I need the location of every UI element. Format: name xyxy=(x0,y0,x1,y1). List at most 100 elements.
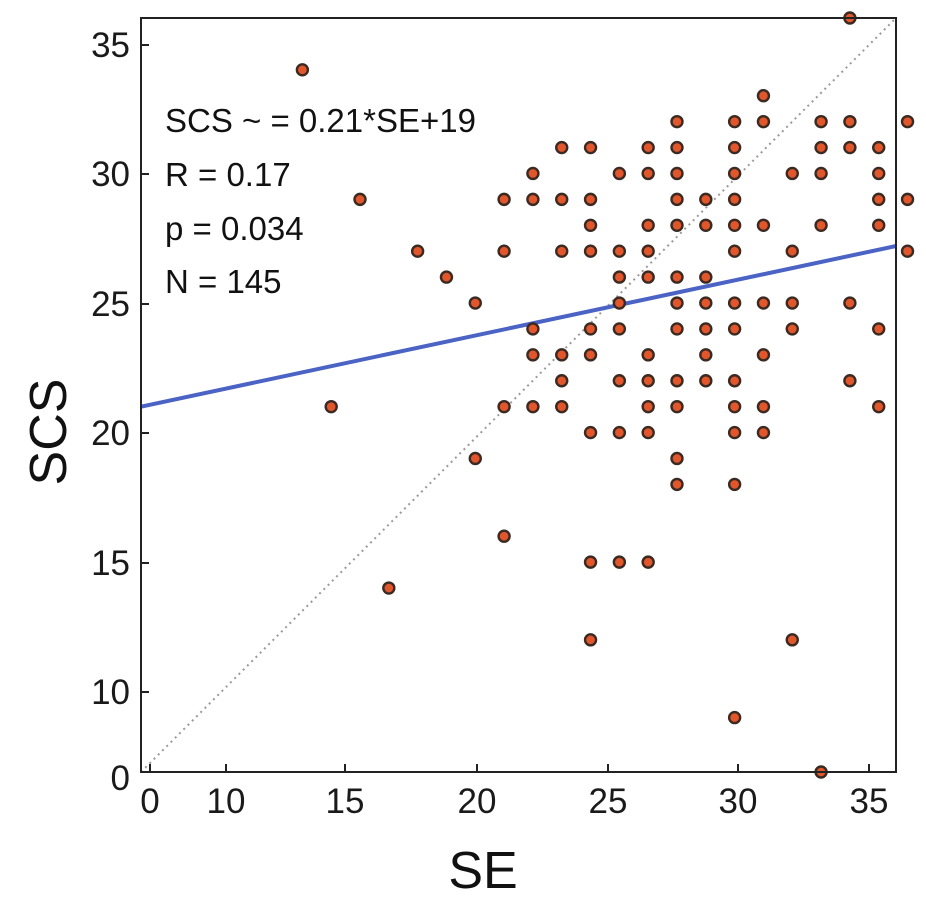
data-point xyxy=(727,477,742,492)
data-point xyxy=(641,399,655,414)
y-tick-label: 15 xyxy=(91,544,130,583)
data-point xyxy=(727,399,742,414)
data-point xyxy=(756,348,771,362)
x-axis-ticks: 0 10 15 20 25 30 35 xyxy=(140,764,888,821)
data-point xyxy=(555,192,569,207)
data-point xyxy=(785,296,799,310)
data-point xyxy=(526,322,540,336)
data-point xyxy=(583,218,598,232)
data-point xyxy=(670,218,684,232)
data-point xyxy=(872,399,886,414)
data-point xyxy=(612,244,627,258)
x-tick-label: 15 xyxy=(326,782,365,821)
x-tick-label: 0 xyxy=(140,782,159,821)
data-point xyxy=(756,425,771,440)
data-point xyxy=(526,166,540,181)
data-point xyxy=(641,218,655,232)
data-point xyxy=(699,296,713,310)
reference-line xyxy=(140,17,897,773)
data-point xyxy=(872,218,886,232)
data-point xyxy=(699,192,713,207)
x-tick-label: 30 xyxy=(719,782,758,821)
x-tick-label: 20 xyxy=(458,782,497,821)
data-point xyxy=(382,581,396,595)
x-tick-label: 25 xyxy=(589,782,628,821)
data-point xyxy=(727,710,742,725)
data-point xyxy=(583,244,598,258)
data-point xyxy=(900,192,915,207)
data-point xyxy=(699,348,713,362)
data-point xyxy=(756,218,771,232)
data-point xyxy=(555,244,569,258)
data-point xyxy=(727,296,742,310)
data-point xyxy=(583,555,598,569)
x-axis-title: SE xyxy=(448,842,517,899)
data-point xyxy=(641,166,655,181)
p-value: p = 0.034 xyxy=(165,210,304,247)
data-point xyxy=(699,374,713,388)
data-point xyxy=(670,374,684,388)
x-tick-label: 35 xyxy=(850,782,889,821)
data-point xyxy=(612,555,627,569)
data-point xyxy=(641,244,655,258)
data-point xyxy=(555,140,569,155)
data-point xyxy=(583,425,598,440)
data-point xyxy=(353,192,367,207)
data-point xyxy=(900,114,915,129)
data-point xyxy=(843,140,857,155)
regression-equation: SCS ~ = 0.21*SE+19 xyxy=(165,102,476,139)
data-point xyxy=(641,270,655,284)
data-point xyxy=(612,322,627,336)
data-point xyxy=(641,140,655,155)
data-point xyxy=(670,114,684,129)
data-point xyxy=(814,166,828,181)
fit-line-layer xyxy=(140,244,897,409)
data-point xyxy=(670,451,684,466)
data-point xyxy=(785,244,799,258)
data-point xyxy=(756,399,771,414)
data-point xyxy=(785,322,799,336)
y-tick-label: 25 xyxy=(91,285,130,324)
data-point xyxy=(814,140,828,155)
data-point xyxy=(727,425,742,440)
data-point xyxy=(641,374,655,388)
data-point xyxy=(497,399,511,414)
data-point xyxy=(612,296,627,310)
data-point xyxy=(555,374,569,388)
fit-line xyxy=(140,244,897,409)
correlation-r: R = 0.17 xyxy=(165,156,291,193)
data-point xyxy=(872,166,886,181)
data-point xyxy=(641,555,655,569)
data-point xyxy=(756,114,771,129)
data-point xyxy=(727,166,742,181)
data-point xyxy=(756,296,771,310)
data-point xyxy=(555,348,569,362)
data-point xyxy=(727,114,742,129)
data-point xyxy=(612,270,627,284)
data-point xyxy=(468,296,482,310)
plot-frame xyxy=(140,17,897,773)
data-point xyxy=(900,244,915,258)
data-point xyxy=(699,270,713,284)
data-point xyxy=(843,114,857,129)
reference-line-layer xyxy=(140,17,897,773)
data-point xyxy=(814,114,828,129)
data-point xyxy=(497,529,511,543)
data-point xyxy=(555,399,569,414)
data-point xyxy=(727,374,742,388)
data-point xyxy=(583,348,598,362)
data-point xyxy=(583,140,598,155)
y-tick-label: 10 xyxy=(91,673,130,712)
data-point xyxy=(699,322,713,336)
data-point xyxy=(583,192,598,207)
y-tick-label: 20 xyxy=(91,414,130,453)
data-point xyxy=(583,633,598,647)
data-point xyxy=(756,89,771,103)
data-point xyxy=(872,140,886,155)
data-point xyxy=(843,374,857,388)
data-point xyxy=(410,244,425,258)
data-point xyxy=(785,633,799,647)
data-point xyxy=(727,218,742,232)
y-tick-label: 30 xyxy=(91,155,130,194)
